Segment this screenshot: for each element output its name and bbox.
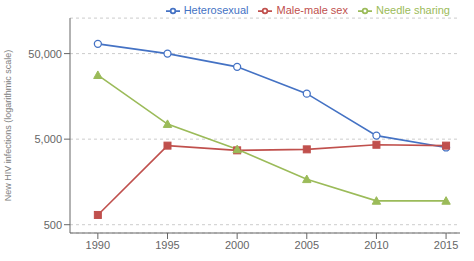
- svg-text:5,000: 5,000: [34, 133, 62, 145]
- svg-text:2015: 2015: [434, 239, 458, 251]
- svg-text:1990: 1990: [86, 239, 110, 251]
- svg-text:1995: 1995: [155, 239, 179, 251]
- svg-text:2010: 2010: [364, 239, 388, 251]
- svg-text:50,000: 50,000: [28, 48, 62, 60]
- svg-text:500: 500: [44, 219, 62, 231]
- html-text:Heterosexual: Heterosexual: [183, 4, 249, 16]
- html-text:Male-male sex: Male-male sex: [276, 4, 348, 16]
- svg-text:New HIV infections (logarithmi: New HIV infections (logarithmic scale): [8, 50, 13, 202]
- svg-text:2000: 2000: [225, 239, 249, 251]
- svg-text:2005: 2005: [295, 239, 319, 251]
- html-text:Needle sharing: Needle sharing: [376, 4, 450, 16]
